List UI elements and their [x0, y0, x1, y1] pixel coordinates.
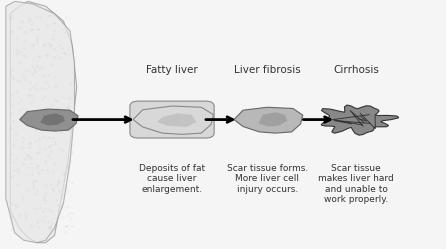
Text: Liver fibrosis: Liver fibrosis [234, 65, 301, 75]
Polygon shape [234, 107, 303, 133]
Text: Cirrhosis: Cirrhosis [333, 65, 379, 75]
Polygon shape [157, 114, 196, 127]
Text: Scar tissue forms.
More liver cell
injury occurs.: Scar tissue forms. More liver cell injur… [227, 164, 308, 194]
Polygon shape [321, 105, 399, 135]
Text: Fatty liver: Fatty liver [146, 65, 198, 75]
Polygon shape [133, 106, 214, 134]
Polygon shape [20, 109, 78, 131]
Text: Scar tissue
makes liver hard
and unable to
work properly.: Scar tissue makes liver hard and unable … [318, 164, 394, 204]
Polygon shape [10, 1, 77, 243]
Polygon shape [41, 113, 65, 125]
Polygon shape [6, 1, 74, 243]
Text: Deposits of fat
cause liver
enlargement.: Deposits of fat cause liver enlargement. [139, 164, 205, 194]
Polygon shape [259, 112, 287, 126]
FancyBboxPatch shape [130, 101, 214, 138]
